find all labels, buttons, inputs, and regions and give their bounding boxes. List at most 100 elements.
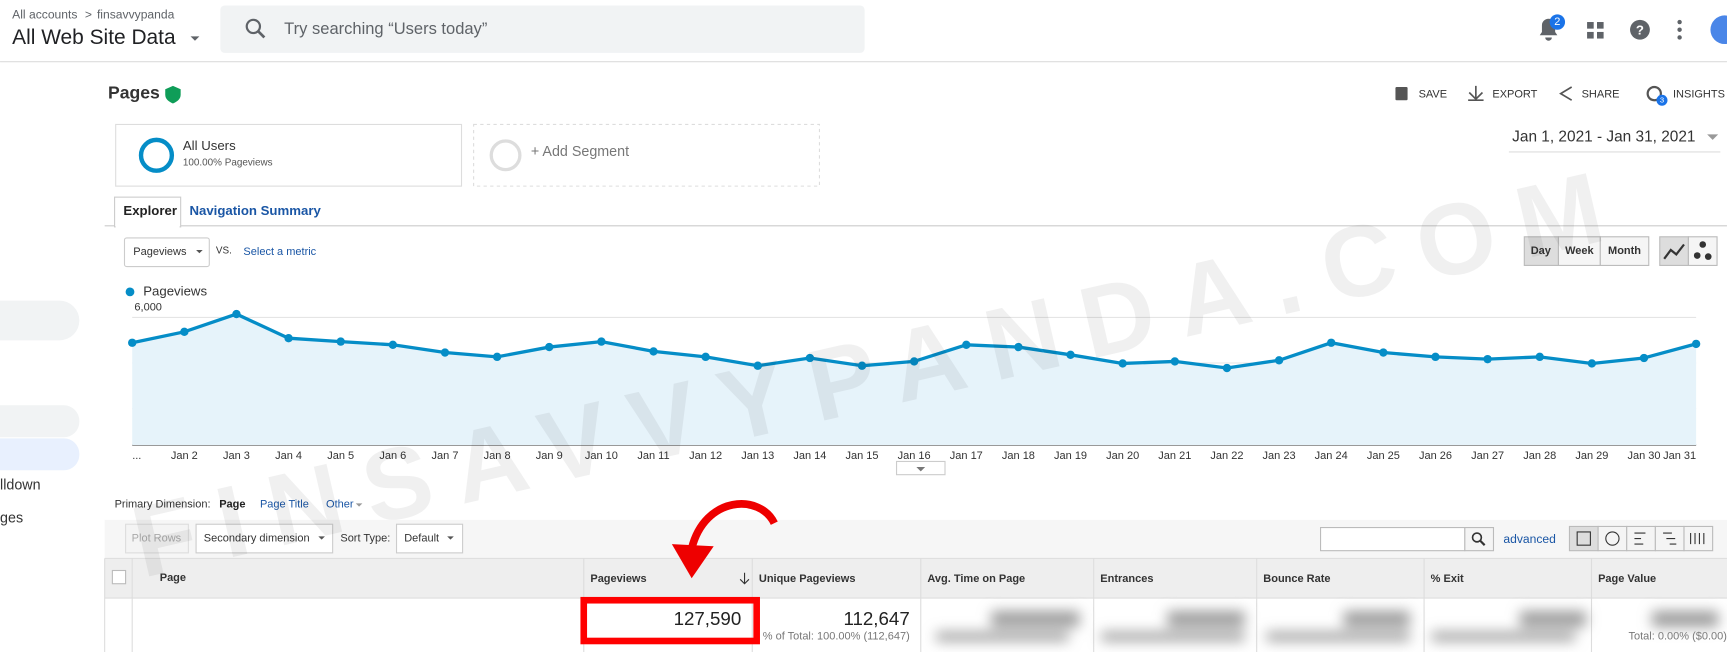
x-tick-label: Jan 13 (741, 450, 774, 462)
breadcrumb[interactable]: finsavvypanda (97, 8, 175, 22)
search-icon (245, 18, 262, 35)
segment-name: All Users (183, 138, 236, 153)
granularity: Day (1531, 245, 1552, 257)
column-header[interactable]: Page (160, 572, 186, 584)
point (649, 347, 658, 356)
action[interactable]: EXPORT (1492, 89, 1537, 101)
plot-rows-button[interactable] (125, 523, 189, 554)
point (1170, 357, 1180, 366)
property-name[interactable]: All Web Site Data (12, 26, 176, 49)
total-unique: 112,647 (843, 608, 909, 629)
dimension[interactable]: Other (326, 498, 354, 510)
granularity-button[interactable] (1557, 236, 1601, 266)
search-icon (1479, 539, 1486, 546)
x-tick-label: Jan 30 (1627, 450, 1660, 462)
point (1431, 352, 1440, 362)
sort: Default (404, 532, 439, 544)
advanced-link[interactable]: advanced (1503, 532, 1556, 546)
x-tick-label: Jan 28 (1523, 450, 1556, 462)
x-tick-label: Jan 22 (1210, 450, 1243, 462)
point (962, 340, 971, 349)
column-header[interactable]: Unique Pageviews (759, 573, 856, 585)
granularity-button[interactable] (1599, 236, 1650, 266)
secondary-select[interactable] (195, 523, 334, 554)
point (545, 342, 554, 352)
notification-count: 2 (1554, 16, 1560, 28)
avatar[interactable] (1710, 15, 1727, 45)
x-tick-label: ... (132, 450, 141, 462)
caret (355, 503, 363, 507)
table-row (104, 598, 1727, 652)
x-tick-label: Jan 29 (1575, 450, 1608, 462)
action[interactable]: SHARE (1582, 89, 1620, 101)
menu-icon[interactable] (1677, 19, 1682, 40)
point (1691, 339, 1701, 349)
tab[interactable]: Navigation Summary (189, 203, 321, 218)
tab[interactable]: Explorer (123, 203, 177, 218)
granularity-button[interactable] (1523, 236, 1560, 266)
point (1483, 354, 1492, 364)
legend-label: Pageviews (143, 283, 207, 298)
dimension[interactable]: Page (219, 498, 245, 510)
point (857, 361, 867, 370)
apps-icon[interactable] (1587, 22, 1604, 39)
add-segment[interactable] (473, 123, 820, 187)
checkbox[interactable] (111, 569, 127, 585)
chart-type-button[interactable] (1659, 236, 1689, 266)
report-title: Pages (108, 82, 160, 102)
tab-active[interactable] (114, 196, 182, 228)
x-tick-label: Jan 15 (846, 450, 879, 462)
sidebar-pill[interactable] (0, 405, 80, 438)
segment-card[interactable] (115, 123, 463, 187)
granularity: Month (1608, 245, 1641, 257)
breadcrumb[interactable]: All accounts (12, 8, 77, 22)
table-search[interactable] (1320, 526, 1466, 552)
x-tick-label: Jan 4 (275, 450, 302, 462)
column-header[interactable]: Pageviews (590, 573, 646, 585)
metric-select[interactable] (123, 237, 210, 268)
caret (447, 536, 454, 540)
blurred-values (936, 611, 1719, 641)
action[interactable]: INSIGHTS (1673, 89, 1725, 101)
breadcrumb-sep: > (85, 8, 92, 22)
dimension[interactable]: Page Title (260, 498, 309, 510)
table-search-button[interactable] (1464, 526, 1495, 552)
chart-type-button[interactable] (1687, 236, 1718, 266)
date-range[interactable]: Jan 1, 2021 - Jan 31, 2021 (1512, 129, 1695, 146)
column-header[interactable]: Bounce Rate (1263, 573, 1330, 585)
table-header (104, 558, 1727, 599)
x-tick-label: Jan 31 (1663, 450, 1696, 462)
add-ring (489, 139, 522, 172)
point (1118, 359, 1127, 368)
help-icon[interactable] (1630, 19, 1650, 40)
x-tick-label: Jan 16 (898, 450, 931, 462)
x-tick-label: Jan 7 (432, 450, 459, 462)
x-tick-label: Jan 8 (484, 450, 511, 462)
view-icons (1576, 531, 1705, 546)
column-header[interactable]: Page Value (1598, 573, 1656, 585)
select-metric[interactable]: Select a metric (243, 246, 316, 258)
caret (1707, 134, 1719, 140)
area (132, 314, 1697, 445)
column-header[interactable]: Entrances (1100, 573, 1153, 585)
secondary: Secondary dimension (204, 532, 310, 544)
caret (196, 250, 203, 254)
search-box[interactable] (220, 5, 865, 53)
sidebar-pill[interactable] (0, 300, 80, 341)
tab-gap (115, 224, 180, 228)
point (1587, 359, 1597, 368)
x-tick-label: Jan 19 (1054, 450, 1087, 462)
column-header[interactable]: Avg. Time on Page (927, 573, 1025, 585)
sidebar-item[interactable]: lldown (0, 477, 41, 493)
action[interactable]: SAVE (1419, 89, 1448, 101)
sidebar-item[interactable]: ges (0, 511, 23, 527)
search-icon (256, 29, 266, 39)
column-header[interactable]: % Exit (1431, 573, 1464, 585)
sidebar-pill[interactable] (0, 438, 80, 471)
x-tick-label: Jan 11 (637, 450, 669, 462)
search-icon (1471, 532, 1483, 543)
caret (318, 536, 325, 540)
